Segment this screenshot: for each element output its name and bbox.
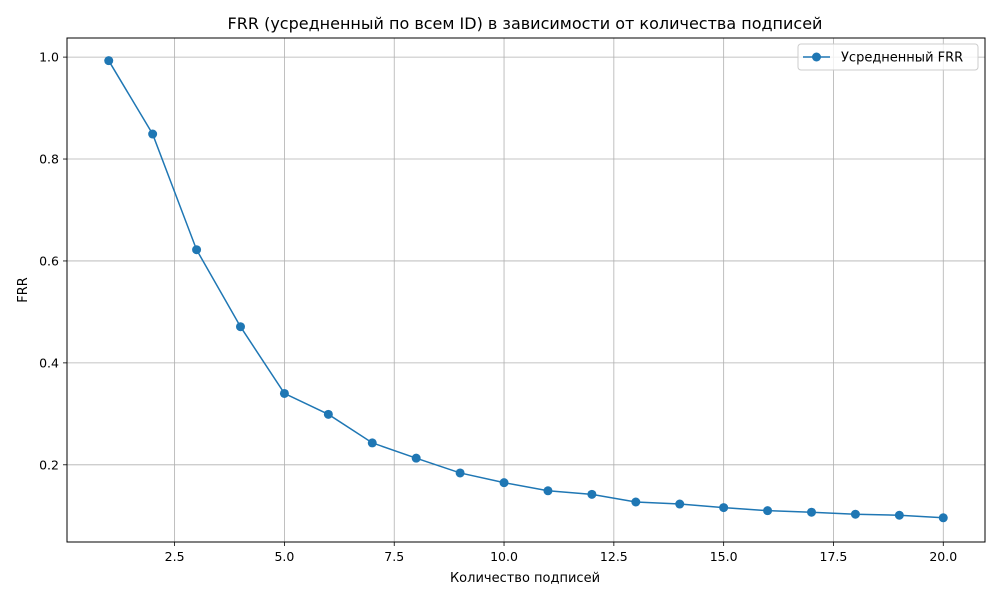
y-tick-label: 0.2 [39,457,59,472]
data-point [631,497,641,507]
x-tick-label: 17.5 [820,549,848,564]
x-tick-label: 20.0 [929,549,957,564]
y-axis: 0.2 0.4 0.6 0.8 1.0 [39,50,67,472]
legend-label: Усредненный FRR [841,51,963,66]
x-tick-label: 12.5 [600,549,628,564]
data-point [763,506,773,516]
data-point [499,478,509,488]
data-point [675,499,685,509]
data-point [587,489,597,499]
grid [67,38,985,542]
data-point [543,486,553,496]
plot-area [104,56,948,523]
x-axis-label: Количество подписей [450,571,600,586]
data-point [850,509,860,519]
chart-title: FRR (усредненный по всем ID) в зависимос… [228,14,823,33]
data-point [235,322,245,332]
plot-frame [66,37,986,543]
data-point [279,388,289,398]
y-tick-label: 0.8 [39,152,59,167]
y-tick-label: 0.6 [39,253,59,268]
x-tick-label: 15.0 [710,549,738,564]
data-point [367,438,377,448]
x-axis: 2.5 5.0 7.5 10.0 12.5 15.0 17.5 20.0 [165,542,957,564]
data-point [104,56,114,66]
data-point [148,129,158,139]
y-tick-label: 1.0 [39,50,59,65]
legend-marker [812,52,821,62]
data-point [938,513,948,523]
x-tick-label: 5.0 [274,549,294,564]
data-point [455,468,465,478]
legend-box [797,43,979,71]
x-tick-label: 2.5 [165,549,185,564]
data-point [894,510,904,520]
data-point [323,409,333,419]
legend: Усредненный FRR [797,43,979,71]
series-line [108,60,944,519]
data-point [192,245,202,255]
data-point [411,453,421,463]
x-tick-label: 7.5 [384,549,404,564]
data-point [719,503,729,513]
y-axis-label: FRR [16,277,31,303]
x-tick-label: 10.0 [490,549,518,564]
y-tick-label: 0.4 [39,355,59,370]
data-point [807,507,817,517]
